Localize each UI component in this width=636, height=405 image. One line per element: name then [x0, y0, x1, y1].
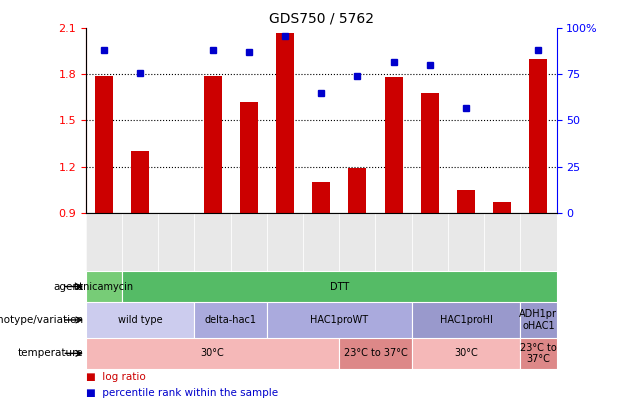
Text: 23°C to 37°C: 23°C to 37°C [343, 348, 408, 358]
Text: DTT: DTT [329, 281, 349, 292]
Bar [86, 338, 339, 369]
Bar [158, 213, 195, 271]
Text: 23°C to
37°C: 23°C to 37°C [520, 343, 556, 364]
Text: HAC1proHI: HAC1proHI [439, 315, 492, 325]
Text: HAC1proWT: HAC1proWT [310, 315, 368, 325]
Bar [231, 213, 267, 271]
Bar [385, 77, 403, 213]
Title: GDS750 / 5762: GDS750 / 5762 [268, 12, 374, 26]
Bar [122, 213, 158, 271]
Bar [86, 271, 122, 302]
Bar [349, 168, 366, 213]
Bar [276, 33, 294, 213]
Bar [312, 182, 330, 213]
Bar [529, 59, 548, 213]
Text: ADH1pr
oHAC1: ADH1pr oHAC1 [520, 309, 557, 331]
Bar [131, 151, 149, 213]
Text: wild type: wild type [118, 315, 162, 325]
Text: delta-hac1: delta-hac1 [205, 315, 257, 325]
Bar [520, 302, 556, 338]
Bar [95, 76, 113, 213]
Bar [520, 213, 556, 271]
Text: 30°C: 30°C [201, 348, 225, 358]
Bar [457, 190, 475, 213]
Bar [375, 213, 411, 271]
Bar [240, 102, 258, 213]
Bar [303, 213, 339, 271]
Bar [411, 213, 448, 271]
Bar [195, 302, 267, 338]
Bar [339, 213, 375, 271]
Bar [267, 302, 411, 338]
Bar [267, 213, 303, 271]
Bar [204, 76, 221, 213]
Text: ■  log ratio: ■ log ratio [86, 372, 146, 382]
Bar [411, 338, 520, 369]
Text: temperature: temperature [18, 348, 83, 358]
Bar [520, 338, 556, 369]
Bar [195, 213, 231, 271]
Text: genotype/variation: genotype/variation [0, 315, 83, 325]
Bar [421, 93, 439, 213]
Bar [411, 302, 520, 338]
Bar [86, 213, 122, 271]
Bar [493, 202, 511, 213]
Text: agent: agent [53, 281, 83, 292]
Text: 30°C: 30°C [454, 348, 478, 358]
Bar [484, 213, 520, 271]
Bar [448, 213, 484, 271]
Bar [86, 302, 195, 338]
Text: ■  percentile rank within the sample: ■ percentile rank within the sample [86, 388, 278, 398]
Bar [339, 338, 411, 369]
Text: tunicamycin: tunicamycin [74, 281, 134, 292]
